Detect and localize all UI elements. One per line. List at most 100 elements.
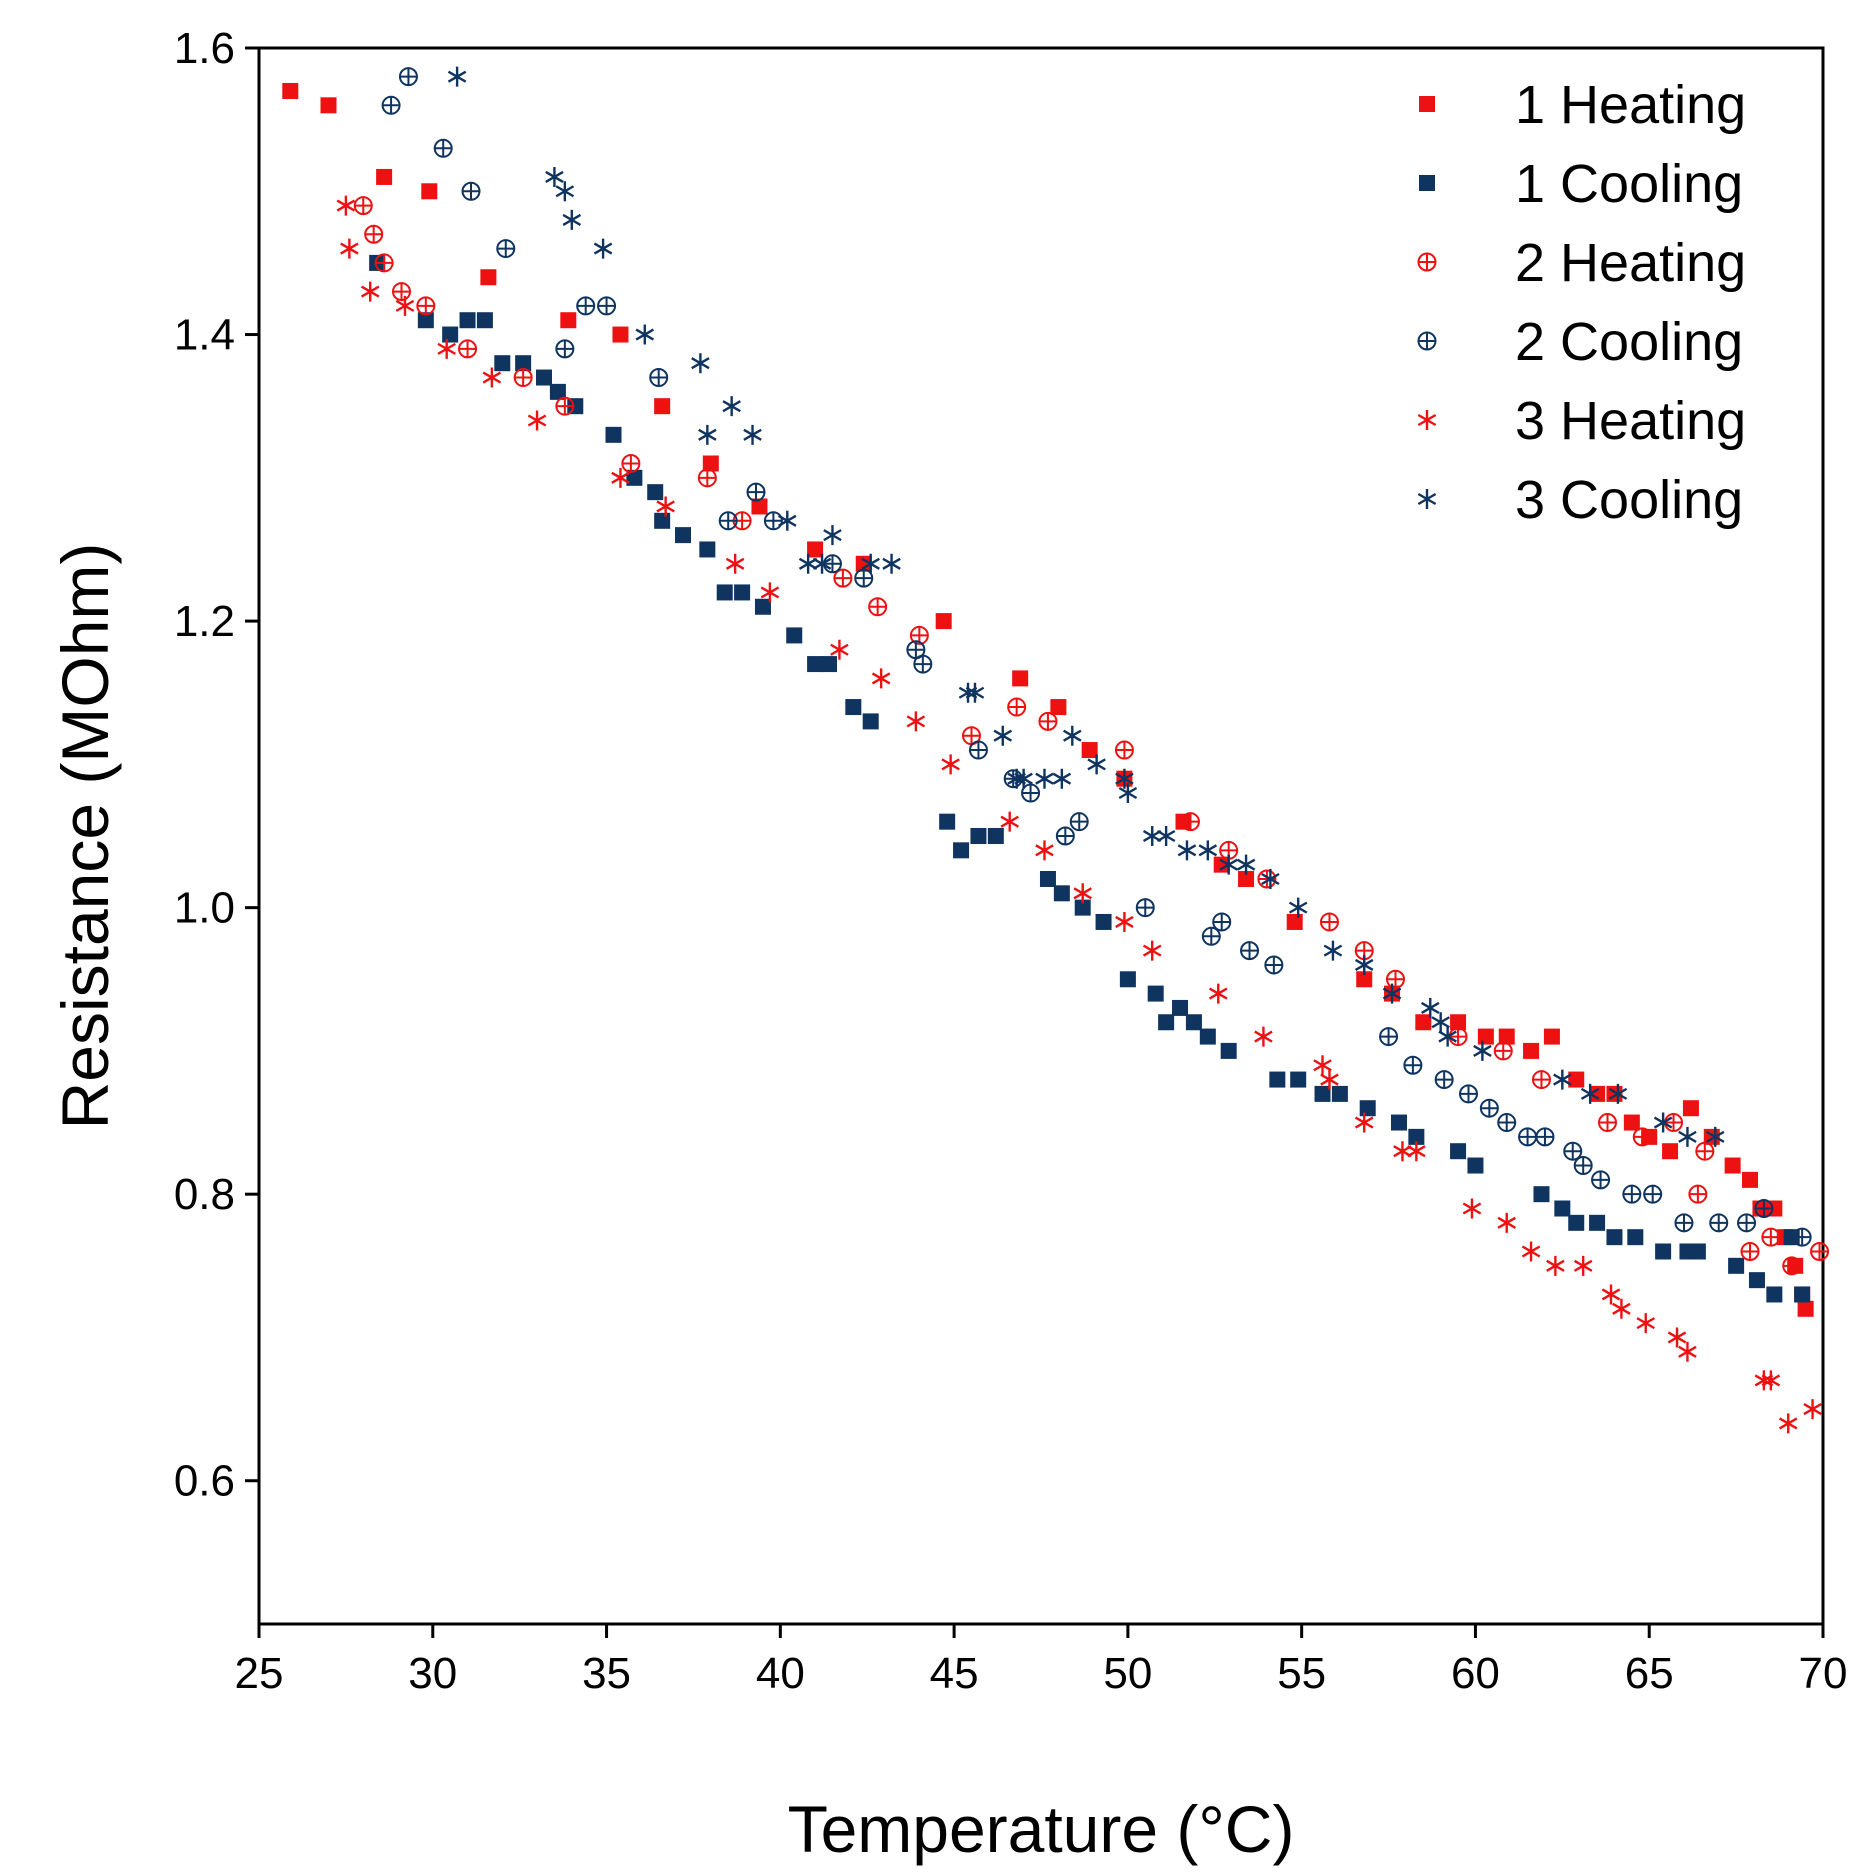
data-point	[718, 511, 738, 531]
data-point	[1073, 883, 1092, 904]
data-point	[1754, 1199, 1774, 1219]
data-point	[433, 138, 453, 158]
data-point	[1114, 740, 1134, 760]
data-point	[1623, 1114, 1640, 1131]
data-point	[1403, 1055, 1423, 1075]
legend-item: 1 Heating	[1419, 75, 1746, 135]
data-point	[1290, 1071, 1307, 1088]
marker-cross	[1738, 1214, 1756, 1232]
data-point	[1458, 1084, 1478, 1104]
marker-cross	[1241, 942, 1259, 960]
data-point	[1142, 940, 1162, 961]
data-point	[1320, 1069, 1339, 1090]
legend: 1 Heating 1 Cooling 2 Heating 2 Cooling 3 He…	[1417, 75, 1746, 530]
data-point	[1198, 840, 1218, 861]
marker-cross	[459, 340, 477, 358]
data-point	[1573, 1156, 1593, 1176]
data-point	[1653, 1112, 1673, 1133]
marker-cross	[1532, 1071, 1550, 1089]
legend-label: 2 Cooling	[1515, 312, 1743, 372]
data-point	[597, 296, 617, 316]
data-point	[545, 166, 564, 187]
data-point	[965, 682, 985, 703]
marker-cross	[497, 240, 515, 258]
data-point	[1612, 1298, 1631, 1319]
data-point	[421, 183, 438, 200]
data-point	[1462, 1198, 1482, 1219]
data-point	[555, 181, 575, 202]
data-point	[605, 426, 622, 443]
data-point	[1434, 1070, 1454, 1090]
data-point	[1052, 768, 1072, 789]
data-point	[909, 625, 929, 645]
data-point	[442, 326, 459, 343]
data-point	[1678, 1341, 1697, 1362]
marker-cross	[1696, 1142, 1714, 1160]
data-point	[1792, 1227, 1812, 1247]
data-point	[882, 553, 901, 574]
data-point	[1568, 1214, 1585, 1231]
marker-cross	[1418, 253, 1436, 271]
data-point	[1095, 913, 1112, 930]
legend-item: 3 Heating	[1417, 391, 1746, 451]
marker-cross	[1633, 1128, 1651, 1146]
data-point	[1497, 1212, 1516, 1233]
data-point	[1319, 912, 1339, 932]
data-point	[1632, 1127, 1652, 1147]
data-point	[1055, 826, 1075, 846]
data-point	[1724, 1157, 1741, 1174]
data-point	[1172, 999, 1189, 1016]
data-point	[953, 842, 970, 859]
marker-cross	[1022, 784, 1040, 802]
data-point	[1521, 1241, 1541, 1262]
data-point	[1386, 969, 1406, 989]
data-point	[496, 239, 516, 259]
marker-cross	[823, 555, 841, 573]
marker-cross	[1380, 1028, 1398, 1046]
data-point	[494, 355, 511, 372]
x-tick-label: 60	[1451, 1649, 1500, 1698]
y-tick-label: 1.4	[174, 311, 235, 360]
data-point	[1177, 840, 1197, 861]
y-tick-label: 1.0	[174, 884, 235, 933]
data-point	[1415, 1014, 1432, 1031]
legend-item: 1 Cooling	[1419, 154, 1743, 214]
data-point	[716, 584, 733, 601]
data-point	[1063, 725, 1082, 746]
data-point	[1147, 985, 1164, 1002]
data-point	[913, 654, 933, 674]
legend-label: 3 Cooling	[1515, 470, 1743, 530]
legend-label: 2 Heating	[1515, 233, 1746, 293]
marker-cross	[598, 297, 616, 315]
data-point	[555, 396, 575, 416]
data-point	[1201, 926, 1221, 946]
x-tick-label: 25	[235, 1649, 284, 1698]
marker-cross	[1449, 1028, 1467, 1046]
marker-cross	[1056, 827, 1074, 845]
data-point	[480, 269, 497, 286]
data-point	[656, 496, 675, 517]
marker-cross	[1008, 698, 1026, 716]
data-point	[751, 498, 768, 515]
data-point	[459, 312, 476, 329]
data-point	[699, 541, 716, 558]
data-point	[1705, 1126, 1725, 1147]
data-point	[1598, 1113, 1618, 1133]
data-point	[722, 396, 741, 417]
series-4	[381, 67, 1812, 1247]
data-point	[461, 181, 481, 201]
data-point	[1477, 1028, 1494, 1045]
data-point	[1212, 912, 1232, 932]
data-point	[560, 312, 577, 329]
data-point	[993, 725, 1013, 746]
data-point	[1553, 1069, 1572, 1090]
data-point	[812, 553, 832, 574]
data-point	[1390, 1114, 1407, 1131]
data-point	[1261, 868, 1280, 889]
legend-marker	[1419, 96, 1435, 112]
marker-cross	[1710, 1214, 1728, 1232]
data-point	[820, 656, 837, 673]
marker-cross	[962, 727, 980, 745]
data-point	[1407, 1141, 1426, 1162]
